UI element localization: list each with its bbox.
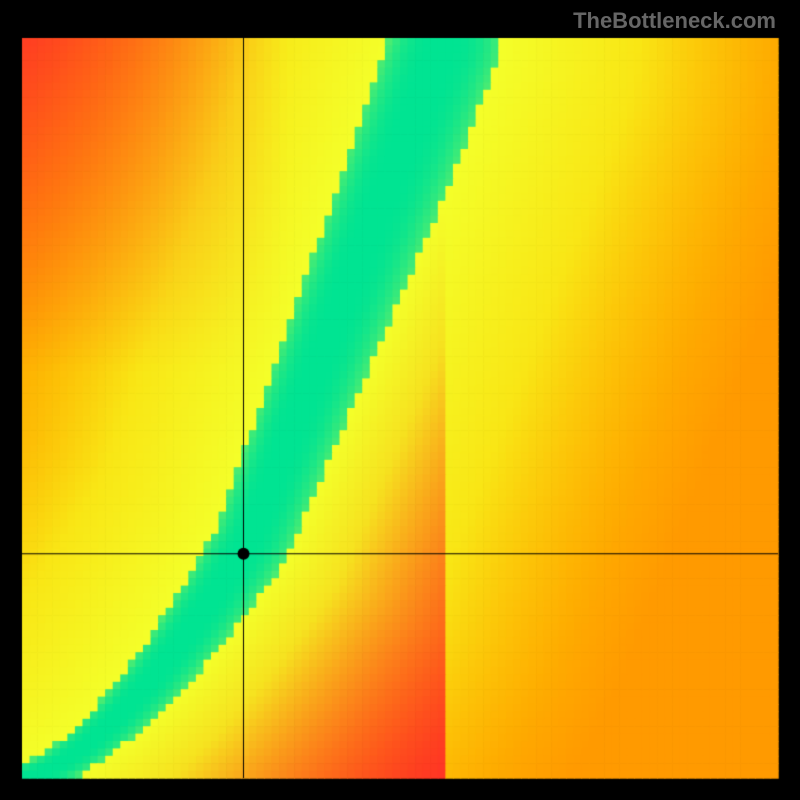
chart-container: TheBottleneck.com [0,0,800,800]
bottleneck-heatmap [0,0,800,800]
attribution-label: TheBottleneck.com [573,8,776,34]
